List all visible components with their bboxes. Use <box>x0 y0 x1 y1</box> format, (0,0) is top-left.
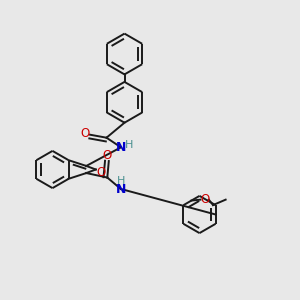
Text: H: H <box>125 140 134 150</box>
Text: O: O <box>80 127 89 140</box>
Text: O: O <box>97 166 106 179</box>
Text: O: O <box>201 193 210 206</box>
Text: N: N <box>116 141 126 154</box>
Text: N: N <box>116 183 126 196</box>
Text: H: H <box>117 176 126 186</box>
Text: O: O <box>103 149 112 162</box>
